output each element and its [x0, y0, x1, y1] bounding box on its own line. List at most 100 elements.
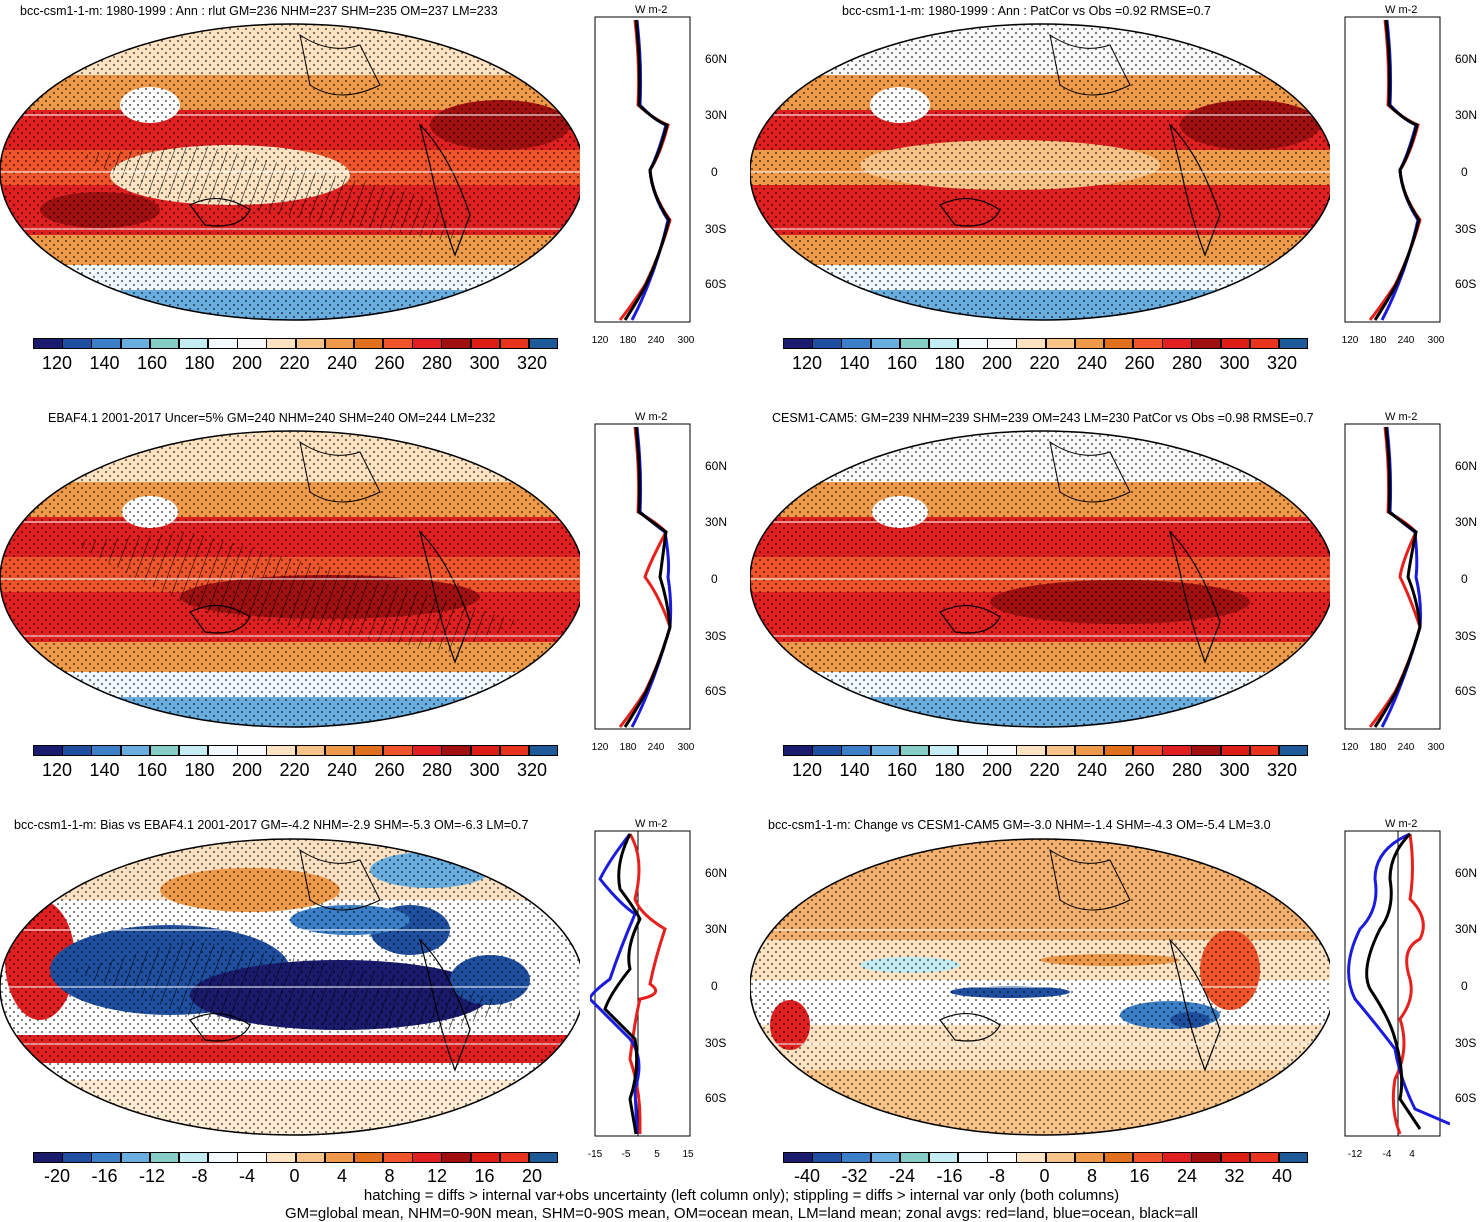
- colorbar-swatch: [1045, 338, 1076, 349]
- colorbar-swatch: [1278, 1152, 1309, 1163]
- colorbar-swatch: [266, 338, 296, 349]
- colorbar-swatch: [62, 1152, 92, 1163]
- xtick: 240: [647, 742, 665, 753]
- lat-labels-2: 60N 30N 0 30S 60S: [1455, 0, 1483, 320]
- lat-0: 0: [711, 979, 718, 993]
- colorbar-labels-6: -40 -32 -24 -16 -8 0 8 16 24 32 40: [783, 1166, 1308, 1188]
- colorbar-label: -4: [238, 1166, 255, 1186]
- colorbar-label: 240: [1076, 760, 1108, 780]
- colorbar-swatch: [91, 1152, 121, 1163]
- colorbar-swatch: [1249, 745, 1280, 756]
- footer-line-2: GM=global mean, NHM=0-90N mean, SHM=0-90…: [284, 1205, 1198, 1222]
- colorbar-swatch: [62, 338, 92, 349]
- colorbar-label: 180: [184, 760, 215, 780]
- colorbar-swatch: [237, 745, 267, 756]
- colorbar-swatch: [812, 745, 842, 756]
- colorbar-swatch: [1249, 338, 1280, 349]
- colorbar-swatch: [1278, 745, 1309, 756]
- colorbar-swatch: [295, 1152, 326, 1163]
- colorbar-swatch: [499, 1152, 530, 1163]
- lat-labels-1: 60N 30N 0 30S 60S: [705, 0, 745, 320]
- colorbar-label: 180: [934, 353, 965, 373]
- colorbar-swatch: [470, 338, 501, 349]
- zonal-xticks-2: 120 180 240 300: [1335, 335, 1455, 349]
- colorbar-label: 240: [326, 353, 358, 373]
- panel-title-2: bcc-csm1-1-m: 1980-1999 : Ann : PatCor v…: [842, 4, 1211, 18]
- colorbar-swatch: [208, 745, 238, 756]
- footer-line-1: hatching = diffs > internal var+obs unce…: [363, 1187, 1120, 1204]
- colorbar-label: 4: [336, 1166, 347, 1186]
- panel-title-3: EBAF4.1 2001-2017 Uncer=5% GM=240 NHM=24…: [48, 411, 496, 425]
- colorbar-swatch: [1103, 338, 1134, 349]
- colorbar-swatch: [353, 1152, 384, 1163]
- colorbar-swatch: [178, 745, 209, 756]
- xtick: 240: [647, 335, 665, 346]
- colorbar-label: 12: [426, 1166, 448, 1186]
- colorbar-label: 320: [1266, 353, 1298, 373]
- colorbar-swatch: [324, 1152, 355, 1163]
- colorbar-label: 200: [981, 760, 1013, 780]
- colorbar-swatch: [1103, 1152, 1134, 1163]
- colorbar-swatch: [353, 745, 384, 756]
- panel-title-5: bcc-csm1-1-m: Bias vs EBAF4.1 2001-2017 …: [14, 818, 529, 832]
- lat-30s: 30S: [1455, 1036, 1477, 1050]
- colorbar-label: 220: [1029, 760, 1060, 780]
- colorbar-swatch: [441, 745, 471, 756]
- colorbar-swatch: [1162, 745, 1192, 756]
- lat-30s: 30S: [705, 1036, 727, 1050]
- lat-30s: 30S: [705, 629, 727, 643]
- colorbar-2: [783, 338, 1309, 349]
- colorbar-label: 0: [289, 1166, 300, 1186]
- xtick: 15: [682, 1149, 694, 1160]
- colorbar-label: 180: [184, 353, 215, 373]
- lat-30n: 30N: [705, 515, 728, 529]
- colorbar-swatch: [470, 745, 501, 756]
- colorbar-swatch: [841, 338, 871, 349]
- colorbar-swatch: [528, 1152, 559, 1163]
- zonal-xticks-6: -12 -4 4: [1335, 1149, 1455, 1163]
- colorbar-swatch: [1191, 338, 1221, 349]
- colorbar-swatch: [470, 1152, 501, 1163]
- colorbar-swatch: [383, 745, 413, 756]
- colorbar-swatch: [928, 745, 959, 756]
- colorbar-labels-4: 120 140 160 180 200 220 240 260 280 300 320: [783, 760, 1308, 782]
- zonal-unit-5: W m-2: [635, 819, 667, 830]
- colorbar-swatch: [149, 1152, 180, 1163]
- lat-60s: 60S: [705, 277, 727, 291]
- lat-0: 0: [1461, 979, 1468, 993]
- colorbar-swatch: [1074, 1152, 1105, 1163]
- zonal-mean-panel-6: W m-2: [1344, 819, 1450, 1137]
- colorbar-swatch: [1191, 745, 1221, 756]
- colorbar-label: 120: [791, 760, 823, 780]
- xtick: 180: [619, 335, 637, 346]
- colorbar-label: -20: [43, 1166, 70, 1186]
- colorbar-swatch: [499, 338, 530, 349]
- colorbar-label: 260: [1124, 353, 1155, 373]
- colorbar-swatch: [958, 745, 988, 756]
- zonal-mean-panel-4: W m-2: [1344, 412, 1441, 730]
- colorbar-swatch: [237, 338, 267, 349]
- lat-30s: 30S: [705, 222, 727, 236]
- colorbar-label: 32: [1224, 1166, 1245, 1186]
- colorbar-swatch: [120, 338, 151, 349]
- colorbar-labels-2: 120 140 160 180 200 220 240 260 280 300 320: [783, 353, 1308, 375]
- lat-labels-4: 60N 30N 0 30S 60S: [1455, 407, 1483, 727]
- colorbar-swatch: [841, 1152, 871, 1163]
- colorbar-swatch: [841, 745, 871, 756]
- colorbar-label: 40: [1271, 1166, 1293, 1186]
- colorbar-label: 280: [1171, 760, 1203, 780]
- colorbar-label: 240: [1076, 353, 1108, 373]
- zonal-mean-panel-1: W m-2: [594, 5, 691, 323]
- colorbar-label: 300: [469, 760, 500, 780]
- colorbar-swatch: [1074, 338, 1105, 349]
- lat-labels-6: 60N 30N 0 30S 60S: [1455, 814, 1483, 1134]
- colorbar-label: 300: [1219, 760, 1250, 780]
- xtick: 240: [1397, 335, 1415, 346]
- colorbar-swatch: [1045, 745, 1076, 756]
- colorbar-label: 140: [839, 353, 870, 373]
- colorbar-swatch: [91, 745, 121, 756]
- colorbar-labels-5: -20 -16 -12 -8 -4 0 4 8 12 16 20: [33, 1166, 558, 1188]
- colorbar-label: -8: [988, 1166, 1005, 1186]
- colorbar-swatch: [149, 745, 180, 756]
- colorbar-label: 260: [374, 353, 405, 373]
